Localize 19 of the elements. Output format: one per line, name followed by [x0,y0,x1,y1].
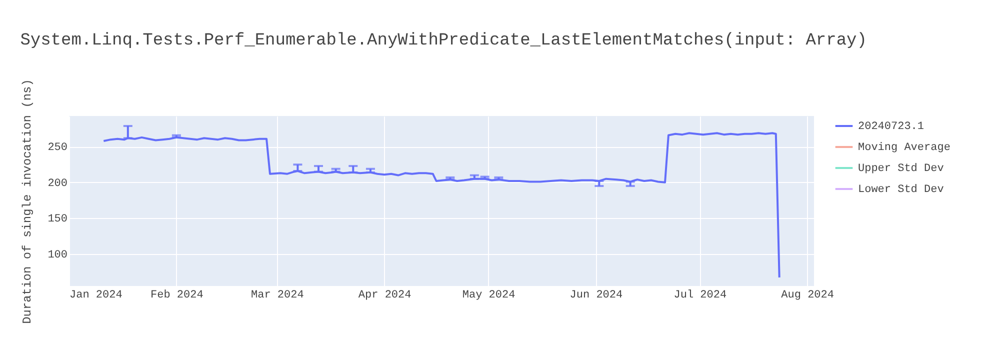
x-tick-label: Aug 2024 [781,290,834,302]
x-tick-label: Mar 2024 [251,290,304,302]
x-tick-label: Jul 2024 [674,290,727,302]
chart-title: System.Linq.Tests.Perf_Enumerable.AnyWithPredicate_LastElementMatches(input: Array) [20,32,867,51]
x-tick-label: Apr 2024 [358,290,412,302]
x-tick-label: Jun 2024 [570,290,623,302]
y-tick-label: 150 [48,214,68,226]
y-tick-label: 250 [48,142,68,154]
x-tick-label: May 2024 [462,290,516,302]
x-tick-label: Feb 2024 [150,290,204,302]
legend-label: Moving Average [858,142,950,154]
y-axis-title: Duration of single invocation (ns) [20,79,35,324]
legend-label: Upper Std Dev [858,163,944,175]
y-tick-label: 200 [48,178,68,190]
legend-label: 20240723.1 [858,121,924,133]
legend-label: Lower Std Dev [858,184,944,196]
x-tick-label: Jan 2024 [70,290,123,302]
line-series [102,132,780,278]
y-tick-label: 100 [48,249,68,262]
